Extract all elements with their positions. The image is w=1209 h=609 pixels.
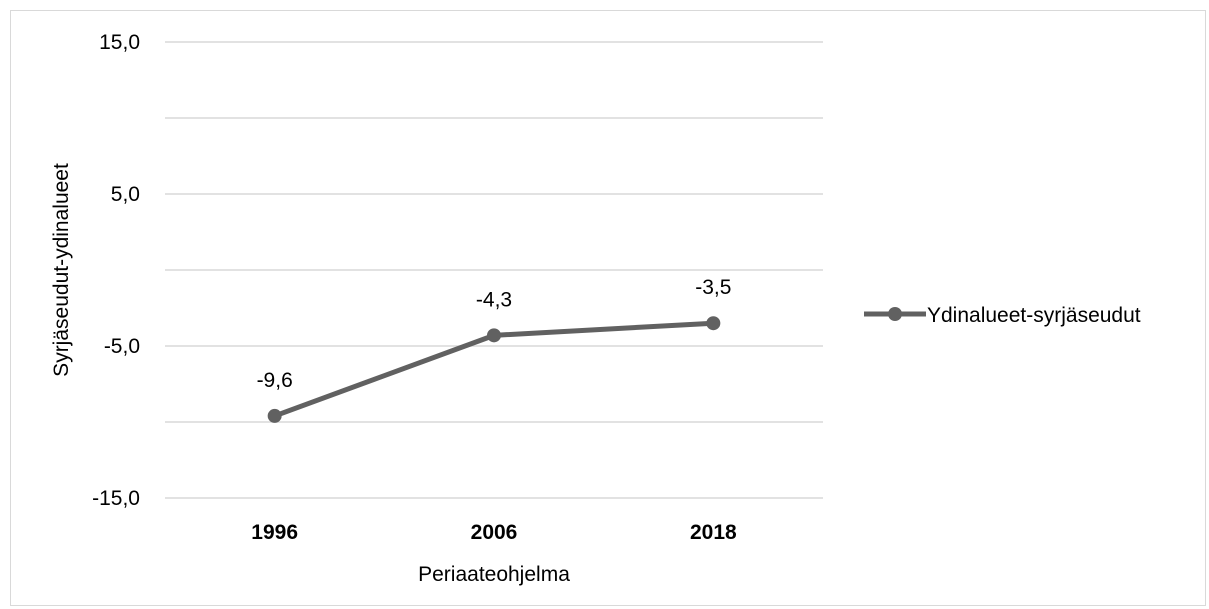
x-tick-label: 2018	[690, 521, 737, 544]
chart-frame	[10, 10, 1206, 606]
y-tick-label: -5,0	[104, 335, 140, 358]
data-label: -9,6	[257, 369, 293, 392]
x-axis-ticks: 1996 2006 2018	[251, 521, 737, 544]
y-axis-label: Syrjäseudut-ydinalueet	[50, 163, 73, 377]
data-labels: -9,6 -4,3 -3,5	[257, 276, 732, 392]
data-label: -4,3	[476, 288, 512, 311]
y-tick-label: 5,0	[111, 183, 140, 206]
data-point	[267, 408, 282, 423]
legend-label: Ydinalueet-syrjäseudut	[927, 304, 1141, 327]
x-axis-label: Periaateohjelma	[418, 563, 570, 586]
data-label: -3,5	[695, 276, 731, 299]
series-group	[267, 316, 721, 423]
legend-marker	[888, 307, 902, 321]
legend: Ydinalueet-syrjäseudut	[864, 304, 1141, 327]
x-tick-label: 1996	[251, 521, 298, 544]
y-tick-label: -15,0	[92, 487, 140, 510]
y-axis-ticks: 15,0 5,0 -5,0 -15,0	[92, 31, 140, 510]
y-tick-label: 15,0	[99, 31, 140, 54]
gridlines	[165, 41, 823, 499]
data-point	[706, 316, 721, 331]
x-tick-label: 2006	[471, 521, 518, 544]
data-point	[487, 328, 501, 343]
